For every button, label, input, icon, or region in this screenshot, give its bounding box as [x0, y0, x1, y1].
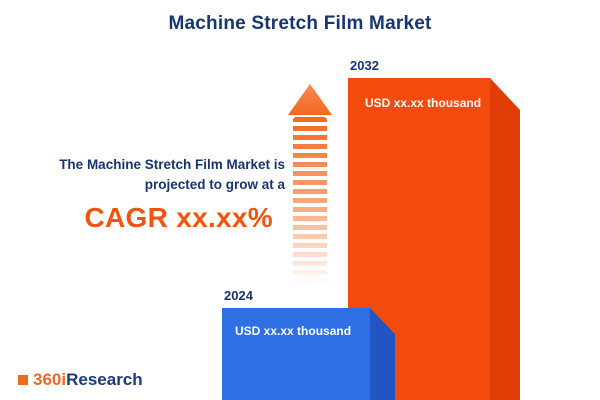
logo-text-360i: 360i [33, 370, 67, 389]
cagr-text: CAGR xx.xx% [84, 202, 273, 233]
bar-2032-side [490, 78, 520, 400]
company-logo: 360i Research [18, 370, 143, 390]
bar-2024-year-label: 2024 [224, 288, 253, 303]
bar-2032-year-label: 2032 [350, 58, 379, 73]
page-title: Machine Stretch Film Market [168, 13, 432, 34]
annotation-line1: The Machine Stretch Film Market is [59, 157, 285, 172]
logo-text-research: Research [66, 370, 143, 389]
bar-2024 [222, 308, 370, 400]
logo-mark-icon [18, 375, 28, 385]
annotation-line2: projected to grow at a [144, 176, 285, 192]
growth-arrow-icon [288, 84, 332, 115]
annotation-text: The Machine Stretch Film Market is proje… [5, 155, 285, 194]
bar-2024-value-label: USD xx.xx thousand [235, 324, 352, 338]
bar-2032-value-label: USD xx.xx thousand [365, 96, 482, 110]
growth-arrow-dashes [293, 117, 327, 285]
